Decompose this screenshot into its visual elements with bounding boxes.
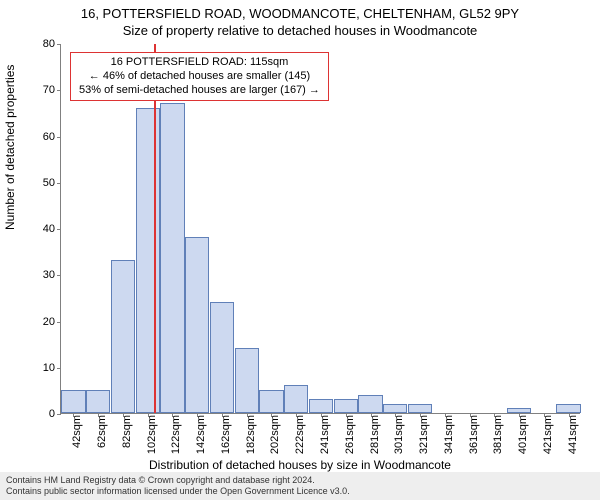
- y-tick-label: 20: [25, 316, 55, 328]
- annotation-line2: ← 46% of detached houses are smaller (14…: [79, 70, 320, 84]
- y-tick-label: 70: [25, 84, 55, 96]
- attribution-footer: Contains HM Land Registry data © Crown c…: [0, 472, 600, 500]
- y-tick-mark: [57, 414, 61, 415]
- x-tick-label: 381sqm: [492, 415, 504, 454]
- x-tick-label: 202sqm: [269, 415, 281, 454]
- title-subtitle: Size of property relative to detached ho…: [0, 23, 600, 38]
- y-axis-label: Number of detached properties: [3, 65, 17, 230]
- x-tick-label: 82sqm: [121, 415, 133, 448]
- histogram-bar: [210, 302, 234, 413]
- y-tick-label: 60: [25, 131, 55, 143]
- histogram-bar: [556, 404, 580, 413]
- histogram-bar: [358, 395, 382, 414]
- x-tick-label: 281sqm: [369, 415, 381, 454]
- y-tick-label: 30: [25, 269, 55, 281]
- y-tick-label: 50: [25, 177, 55, 189]
- footer-line2: Contains public sector information licen…: [6, 486, 594, 497]
- x-tick-label: 361sqm: [468, 415, 480, 454]
- annotation-line3: 53% of semi-detached houses are larger (…: [79, 84, 320, 98]
- histogram-bar: [408, 404, 432, 413]
- y-tick-mark: [57, 275, 61, 276]
- x-tick-label: 321sqm: [418, 415, 430, 454]
- title-address: 16, POTTERSFIELD ROAD, WOODMANCOTE, CHEL…: [0, 6, 600, 21]
- y-tick-label: 40: [25, 223, 55, 235]
- x-tick-label: 42sqm: [71, 415, 83, 448]
- histogram-bar: [160, 103, 184, 413]
- x-tick-label: 162sqm: [220, 415, 232, 454]
- x-tick-label: 401sqm: [517, 415, 529, 454]
- y-tick-mark: [57, 44, 61, 45]
- x-tick-label: 441sqm: [567, 415, 579, 454]
- y-tick-mark: [57, 183, 61, 184]
- x-tick-label: 261sqm: [344, 415, 356, 454]
- histogram-bar: [334, 399, 358, 413]
- x-tick-label: 222sqm: [294, 415, 306, 454]
- footer-line1: Contains HM Land Registry data © Crown c…: [6, 475, 594, 486]
- x-tick-label: 142sqm: [195, 415, 207, 454]
- x-tick-label: 421sqm: [542, 415, 554, 454]
- annotation-line1: 16 POTTERSFIELD ROAD: 115sqm: [79, 56, 320, 70]
- histogram-bar: [235, 348, 259, 413]
- x-tick-label: 341sqm: [443, 415, 455, 454]
- x-tick-label: 102sqm: [146, 415, 158, 454]
- histogram-bar: [61, 390, 85, 413]
- x-axis-label: Distribution of detached houses by size …: [0, 458, 600, 472]
- histogram-bar: [259, 390, 283, 413]
- histogram-bar: [86, 390, 110, 413]
- histogram-bar: [111, 260, 135, 413]
- y-tick-mark: [57, 322, 61, 323]
- y-tick-mark: [57, 137, 61, 138]
- y-tick-mark: [57, 368, 61, 369]
- y-tick-label: 0: [25, 408, 55, 420]
- y-tick-label: 80: [25, 38, 55, 50]
- histogram-bar: [383, 404, 407, 413]
- x-tick-label: 182sqm: [245, 415, 257, 454]
- reference-annotation-box: 16 POTTERSFIELD ROAD: 115sqm ← 46% of de…: [70, 52, 329, 101]
- histogram-bar: [309, 399, 333, 413]
- x-tick-label: 122sqm: [170, 415, 182, 454]
- histogram-bar: [136, 108, 160, 413]
- y-tick-mark: [57, 229, 61, 230]
- chart-area: 0102030405060708042sqm62sqm82sqm102sqm12…: [60, 44, 580, 414]
- x-tick-label: 241sqm: [319, 415, 331, 454]
- histogram-bar: [284, 385, 308, 413]
- y-tick-mark: [57, 90, 61, 91]
- y-tick-label: 10: [25, 362, 55, 374]
- chart-titles: 16, POTTERSFIELD ROAD, WOODMANCOTE, CHEL…: [0, 0, 600, 38]
- histogram-bar: [185, 237, 209, 413]
- x-tick-label: 301sqm: [393, 415, 405, 454]
- x-tick-label: 62sqm: [96, 415, 108, 448]
